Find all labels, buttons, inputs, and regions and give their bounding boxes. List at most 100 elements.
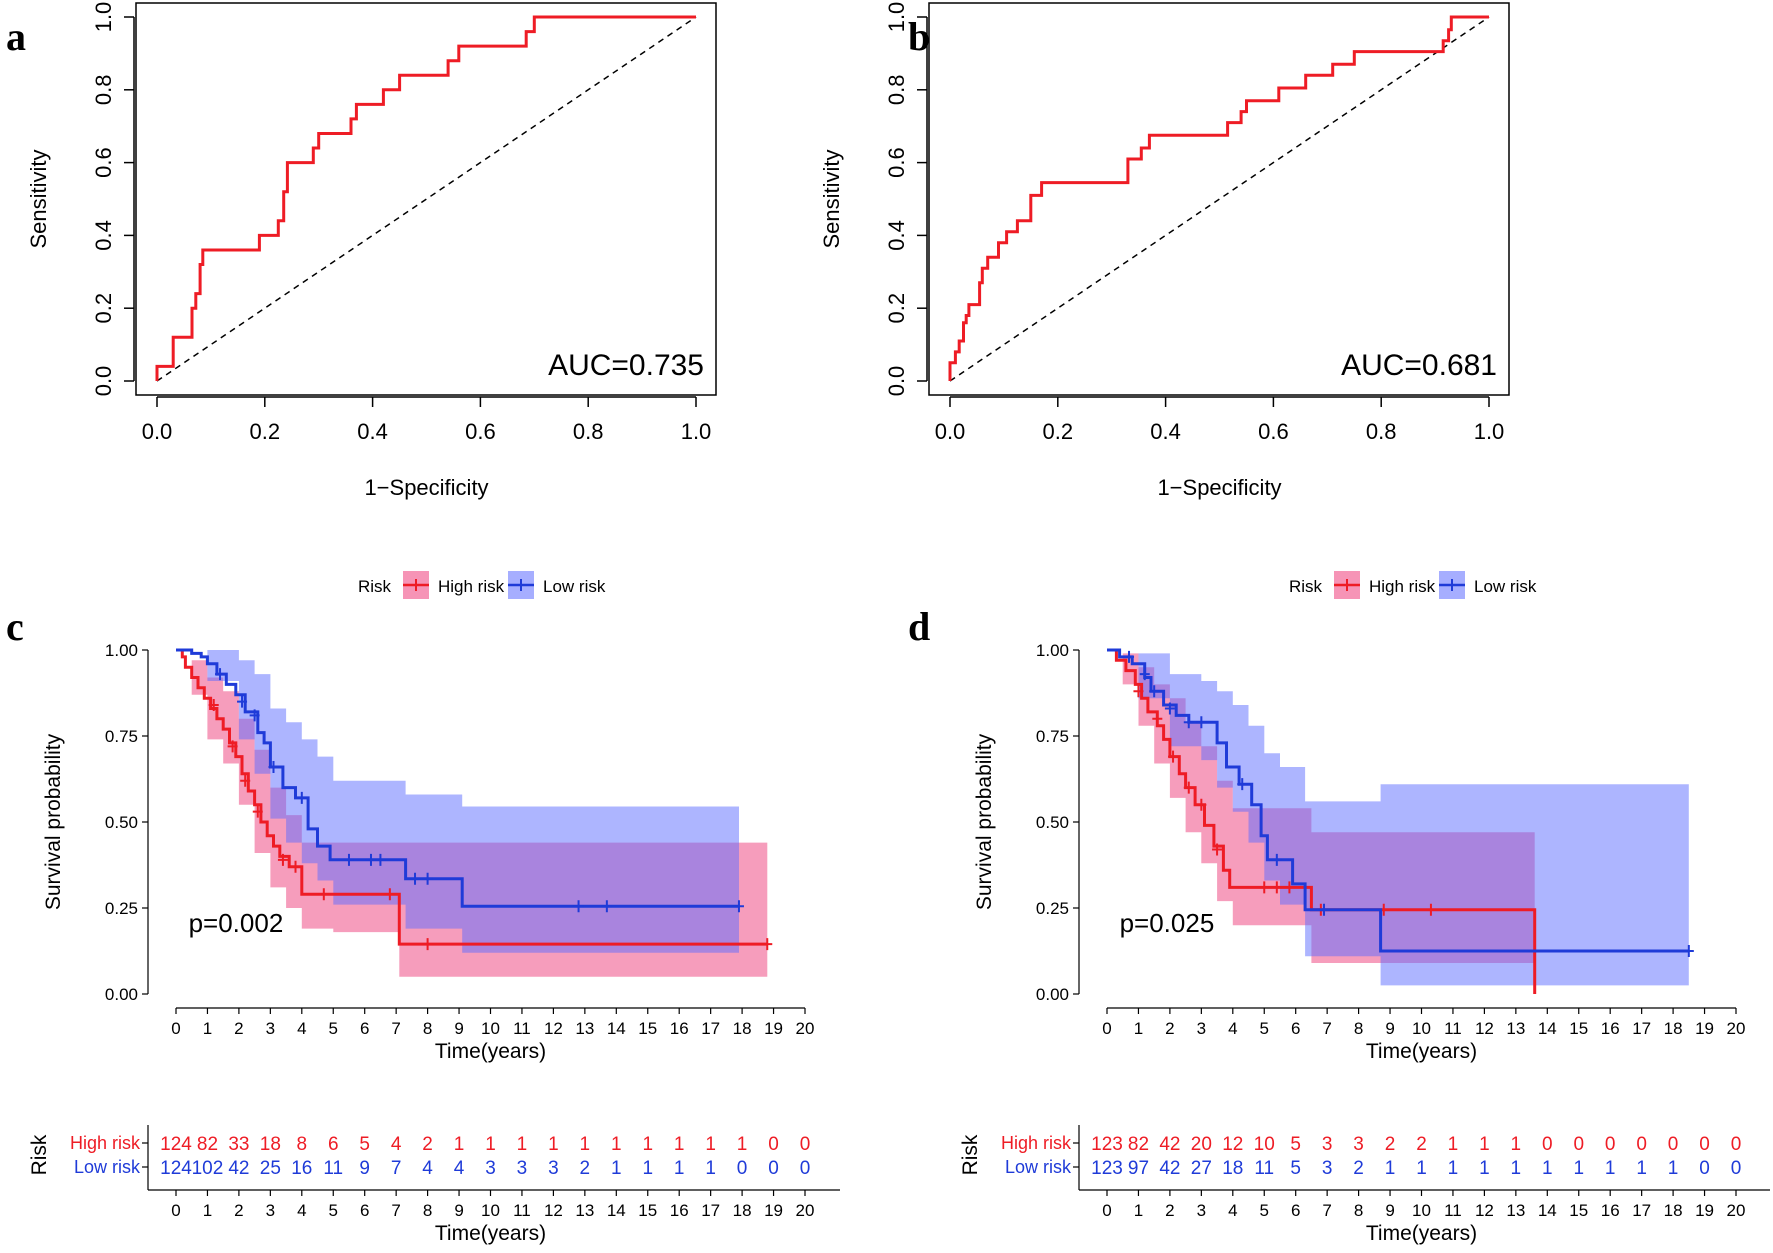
legend-label-high-risk: High risk bbox=[438, 577, 505, 596]
censor-mark-low-risk bbox=[1124, 650, 1135, 663]
censor-mark-high-risk bbox=[1196, 798, 1207, 811]
censor-mark-low-risk bbox=[343, 853, 354, 866]
x-tick-label: 10 bbox=[1412, 1019, 1431, 1038]
censor-mark-low-risk bbox=[1164, 702, 1175, 715]
risk-count-low-risk: 2 bbox=[580, 1158, 591, 1179]
risk-table-x-tick-label: 8 bbox=[423, 1201, 432, 1220]
risk-count-high-risk: 1 bbox=[1511, 1134, 1522, 1155]
auc-label: AUC=0.735 bbox=[548, 349, 704, 382]
risk-table-x-tick-label: 0 bbox=[1102, 1201, 1111, 1220]
risk-count-high-risk: 8 bbox=[297, 1134, 308, 1155]
censor-mark-high-risk bbox=[318, 888, 329, 901]
risk-count-low-risk: 4 bbox=[422, 1158, 433, 1179]
risk-count-high-risk: 1 bbox=[1479, 1134, 1490, 1155]
censor-mark-low-risk bbox=[733, 900, 744, 913]
censor-mark-high-risk bbox=[227, 740, 238, 753]
censor-mark-high-risk bbox=[1133, 685, 1144, 698]
risk-count-low-risk: 1 bbox=[1573, 1158, 1584, 1179]
risk-table-x-tick-label: 5 bbox=[1260, 1201, 1269, 1220]
risk-table-x-tick-label: 18 bbox=[1664, 1201, 1683, 1220]
risk-count-high-risk: 12 bbox=[1222, 1134, 1243, 1155]
risk-count-high-risk: 1 bbox=[580, 1134, 591, 1155]
x-tick-label: 13 bbox=[575, 1019, 594, 1038]
risk-count-low-risk: 1 bbox=[1448, 1158, 1459, 1179]
censor-mark-high-risk bbox=[1259, 881, 1270, 894]
risk-table-x-tick-label: 19 bbox=[764, 1201, 783, 1220]
risk-count-high-risk: 82 bbox=[197, 1134, 218, 1155]
plot-frame bbox=[135, 2, 717, 396]
risk-count-low-risk: 3 bbox=[485, 1158, 496, 1179]
risk-table-x-tick-label: 16 bbox=[670, 1201, 689, 1220]
censor-mark-low-risk bbox=[215, 668, 226, 681]
risk-table-x-tick-label: 6 bbox=[360, 1201, 369, 1220]
survival-curve-high-risk bbox=[1107, 648, 1537, 994]
x-tick-label: 0.0 bbox=[142, 419, 173, 444]
risk-count-low-risk: 3 bbox=[517, 1158, 528, 1179]
x-tick-label: 11 bbox=[513, 1019, 531, 1038]
x-tick-label: 10 bbox=[481, 1019, 500, 1038]
x-tick-label: 0.2 bbox=[250, 419, 281, 444]
risk-count-high-risk: 2 bbox=[1416, 1134, 1427, 1155]
y-axis-title: Survival probability bbox=[42, 733, 65, 910]
x-tick-label: 13 bbox=[1506, 1019, 1525, 1038]
y-axis-title: Survival probability bbox=[973, 733, 996, 910]
panel-label-c: c bbox=[6, 604, 24, 649]
risk-count-low-risk: 124 bbox=[160, 1158, 192, 1179]
x-axis-title: 1−Specificity bbox=[1157, 475, 1281, 500]
risk-count-high-risk: 3 bbox=[1353, 1134, 1364, 1155]
x-tick-label: 8 bbox=[1354, 1019, 1363, 1038]
y-tick-label: 0.8 bbox=[884, 75, 909, 106]
risk-count-high-risk: 0 bbox=[1731, 1134, 1742, 1155]
risk-table-x-axis-title: Time(years) bbox=[1366, 1222, 1477, 1245]
risk-table-x-tick-label: 14 bbox=[1538, 1201, 1557, 1220]
x-tick-label: 14 bbox=[1538, 1019, 1557, 1038]
ci-band-low-risk bbox=[176, 650, 739, 953]
x-tick-label: 7 bbox=[1322, 1019, 1331, 1038]
roc-curve bbox=[155, 15, 696, 381]
x-tick-label: 1.0 bbox=[681, 419, 712, 444]
roc-chart-b: 0.0 0.2 0.4 0.6 0.8 1.0 0.0 0.2 0.4 0.6 0.8 1.0 1−Sp… bbox=[819, 2, 1510, 500]
x-tick-label: 6 bbox=[360, 1019, 369, 1038]
x-tick-label: 19 bbox=[1695, 1019, 1714, 1038]
risk-table-x-tick-label: 2 bbox=[1165, 1201, 1174, 1220]
x-tick-label: 3 bbox=[266, 1019, 275, 1038]
risk-count-high-risk: 33 bbox=[228, 1134, 249, 1155]
x-tick-label: 2 bbox=[1165, 1019, 1174, 1038]
risk-count-low-risk: 1 bbox=[674, 1158, 685, 1179]
x-tick-label: 0.8 bbox=[573, 419, 604, 444]
risk-table-x-tick-label: 18 bbox=[733, 1201, 752, 1220]
risk-count-low-risk: 27 bbox=[1191, 1158, 1212, 1179]
x-tick-label: 0.6 bbox=[465, 419, 496, 444]
survival-curve-low-risk bbox=[176, 648, 739, 908]
risk-count-low-risk: 0 bbox=[737, 1158, 748, 1179]
diagonal-reference-line bbox=[949, 16, 1490, 382]
censor-mark-high-risk bbox=[1168, 750, 1179, 763]
x-tick-label: 0.4 bbox=[357, 419, 388, 444]
x-tick-label: 20 bbox=[1727, 1019, 1746, 1038]
x-tick-label: 18 bbox=[1664, 1019, 1683, 1038]
x-axis-title: 1−Specificity bbox=[364, 475, 488, 500]
censor-mark-high-risk bbox=[290, 860, 301, 873]
risk-count-low-risk: 7 bbox=[391, 1158, 402, 1179]
roc-chart-a: 0.0 0.2 0.4 0.6 0.8 1.0 0.0 0.2 0.4 0.6 0.8 1.0 1−Sp… bbox=[26, 2, 717, 500]
x-tick-label: 5 bbox=[1260, 1019, 1269, 1038]
risk-count-high-risk: 1 bbox=[548, 1134, 559, 1155]
risk-count-high-risk: 1 bbox=[674, 1134, 685, 1155]
censor-mark-low-risk bbox=[1237, 778, 1248, 791]
x-tick-label: 17 bbox=[701, 1019, 720, 1038]
p-value-label: p=0.002 bbox=[189, 908, 284, 938]
risk-count-low-risk: 1 bbox=[1511, 1158, 1522, 1179]
censor-mark-low-risk bbox=[1683, 945, 1694, 957]
risk-table-x-tick-label: 17 bbox=[1632, 1201, 1651, 1220]
risk-table-x-tick-label: 4 bbox=[1228, 1201, 1237, 1220]
censor-mark-low-risk bbox=[268, 760, 279, 773]
x-tick-label: 0.2 bbox=[1043, 419, 1074, 444]
censor-mark-low-risk bbox=[1196, 716, 1207, 729]
risk-count-high-risk: 1 bbox=[485, 1134, 496, 1155]
x-tick-label: 11 bbox=[1444, 1019, 1462, 1038]
y-tick-label: 0.2 bbox=[884, 293, 909, 324]
plot-frame bbox=[928, 2, 1510, 396]
x-tick-label: 9 bbox=[1385, 1019, 1394, 1038]
risk-count-high-risk: 3 bbox=[1322, 1134, 1333, 1155]
risk-count-low-risk: 1 bbox=[1385, 1158, 1396, 1179]
